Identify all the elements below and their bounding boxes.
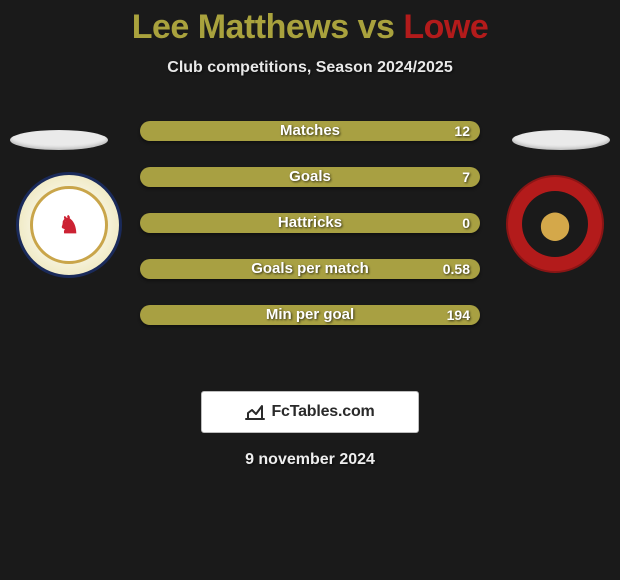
left-shadow-ellipse (10, 130, 108, 150)
stat-label: Matches (280, 121, 340, 141)
stat-bar: Hattricks 0 (140, 213, 480, 233)
stat-label: Min per goal (266, 305, 354, 325)
stat-bar: Min per goal 194 (140, 305, 480, 325)
player1-name: Lee Matthews (132, 8, 349, 46)
stat-value: 194 (447, 305, 470, 325)
page-title: Lee Matthews vs Lowe (0, 8, 620, 47)
stat-value: 7 (462, 167, 470, 187)
brand-text: FcTables.com (271, 403, 374, 421)
stat-label: Goals per match (251, 259, 369, 279)
club-bird-icon: ⬤ (539, 208, 570, 241)
subtitle: Club competitions, Season 2024/2025 (0, 59, 620, 77)
club-badge-left-ring: ♞ (30, 186, 108, 264)
infographic-container: Lee Matthews vs Lowe Club competitions, … (0, 0, 620, 469)
stat-bar: Matches 12 (140, 121, 480, 141)
brand-box[interactable]: FcTables.com (201, 391, 419, 433)
right-shadow-ellipse (512, 130, 610, 150)
player2-name: Lowe (403, 8, 488, 46)
club-badge-right-inner: ⬤ (522, 191, 588, 257)
stat-bar: Goals 7 (140, 167, 480, 187)
vs-label: vs (358, 8, 395, 46)
date-label: 9 november 2024 (0, 451, 620, 469)
stat-label: Hattricks (278, 213, 342, 233)
stat-value: 0.58 (443, 259, 470, 279)
club-crest-icon: ♞ (58, 211, 80, 240)
club-badge-right: ⬤ (506, 175, 604, 273)
stat-value: 12 (454, 121, 470, 141)
stat-value: 0 (462, 213, 470, 233)
club-badge-left: ♞ (16, 172, 122, 278)
main-panel: ♞ ⬤ Matches 12 Goals 7 Hattricks 0 Goals per m… (0, 107, 620, 367)
stats-bars: Matches 12 Goals 7 Hattricks 0 Goals per match… (140, 107, 480, 325)
stat-label: Goals (289, 167, 331, 187)
chart-icon (245, 404, 265, 420)
stat-bar: Goals per match 0.58 (140, 259, 480, 279)
